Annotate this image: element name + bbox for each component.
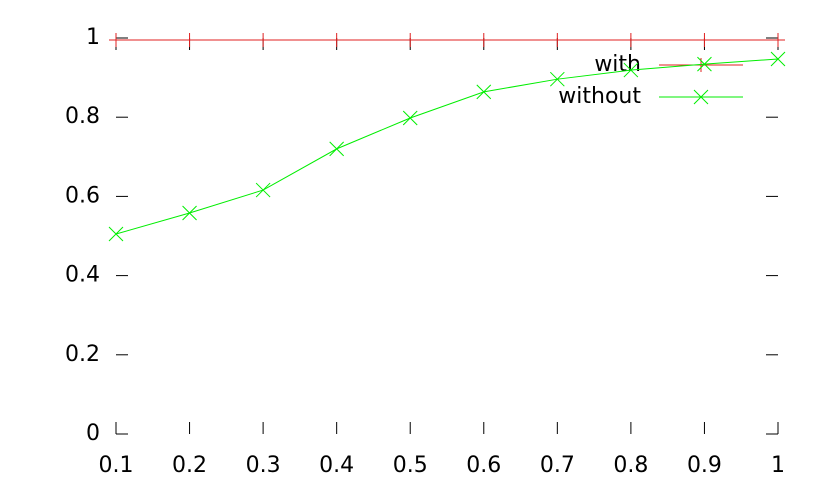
data-point [182,32,197,47]
y-tick-label: 0 [86,421,100,446]
data-point [476,32,491,47]
x-tick-label: 0.3 [246,453,281,478]
data-point [697,56,712,72]
y-tick-label: 0.8 [65,104,100,129]
data-point [329,32,344,47]
data-point [697,32,712,47]
data-point [108,226,124,242]
x-tick-label: 1 [771,453,785,478]
x-tick-label: 0.1 [99,453,134,478]
data-point [182,205,197,221]
y-tick-label: 0.2 [65,342,100,367]
data-point [329,141,345,157]
data-point [623,32,638,47]
legend-label: without [558,84,641,109]
y-tick-label: 1 [86,25,100,50]
x-tick-label: 0.8 [613,453,648,478]
x-tick-label: 0.5 [393,453,428,478]
data-point [549,71,565,87]
data-point [623,62,639,78]
x-tick-label: 0.2 [172,453,207,478]
x-tick-label: 0.4 [319,453,354,478]
data-point [402,110,418,126]
data-point [770,51,786,67]
data-point [256,32,271,47]
data-point [771,32,785,47]
data-point [403,32,418,47]
data-point [550,32,565,47]
x-tick-label: 0.6 [466,453,501,478]
legend-marker [693,89,709,105]
data-point [255,182,271,198]
x-tick-label: 0.9 [687,453,722,478]
series-line [115,58,779,235]
data-point [476,84,492,100]
y-tick-label: 0.4 [65,263,100,288]
y-tick-label: 0.6 [65,183,100,208]
x-tick-label: 0.7 [540,453,575,478]
data-point [109,32,123,47]
